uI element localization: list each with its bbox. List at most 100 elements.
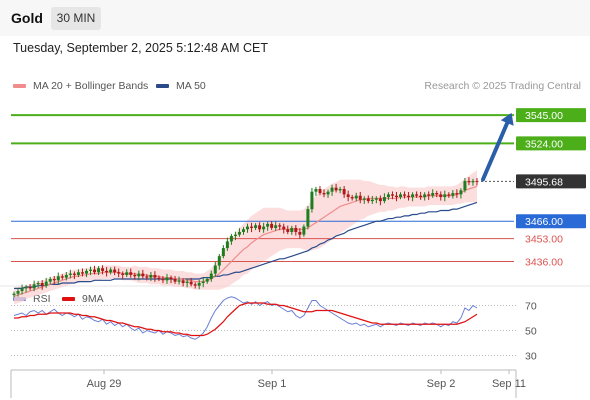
candle-body-22 bbox=[101, 268, 105, 271]
candle-body-76 bbox=[318, 189, 322, 194]
level-label-3466.00: 3466.00 bbox=[525, 216, 563, 228]
candle-body-62 bbox=[262, 226, 266, 230]
candle-body-103 bbox=[427, 194, 431, 196]
legend-ma50-label: MA 50 bbox=[176, 80, 206, 92]
candle-body-31 bbox=[137, 273, 141, 277]
candle-body-87 bbox=[362, 198, 366, 200]
candle-body-4 bbox=[28, 287, 32, 289]
candle-body-51 bbox=[217, 256, 221, 266]
candle-body-24 bbox=[109, 269, 113, 273]
candle-body-17 bbox=[80, 272, 84, 274]
candle-body-108 bbox=[447, 194, 451, 196]
candle-body-16 bbox=[76, 272, 80, 275]
candle-body-114 bbox=[471, 180, 475, 183]
candle-body-6 bbox=[36, 283, 40, 285]
level-label-3495.68: 3495.68 bbox=[525, 176, 563, 188]
level-tag-3545.00 bbox=[516, 108, 586, 123]
candle-body-113 bbox=[467, 180, 471, 183]
candle-body-12 bbox=[60, 276, 64, 278]
candle-body-93 bbox=[386, 194, 390, 198]
x-tick-label-0: Aug 29 bbox=[87, 378, 122, 390]
legend-ma50: MA 50 bbox=[156, 80, 206, 92]
candle-body-55 bbox=[233, 234, 237, 236]
candle-body-29 bbox=[129, 272, 133, 275]
legend-rsi-ma-label: 9MA bbox=[82, 293, 104, 305]
candle-body-79 bbox=[330, 187, 334, 192]
rsi-tick-30: 30 bbox=[525, 351, 537, 363]
candle-body-78 bbox=[326, 191, 330, 195]
candle-body-2 bbox=[20, 288, 24, 292]
candle-body-58 bbox=[246, 226, 250, 230]
candle-body-80 bbox=[334, 187, 338, 191]
legend-rsi-label: RSI bbox=[33, 293, 51, 305]
candle-body-112 bbox=[463, 180, 467, 191]
candle-body-37 bbox=[161, 278, 165, 281]
candle-body-45 bbox=[193, 284, 197, 286]
candle-body-63 bbox=[266, 223, 270, 227]
legend-bollinger-swatch bbox=[13, 84, 26, 89]
candle-body-48 bbox=[205, 278, 209, 282]
ma50-line bbox=[14, 201, 478, 289]
candle-body-34 bbox=[149, 274, 153, 278]
candle-body-30 bbox=[133, 274, 137, 277]
candle-body-67 bbox=[282, 226, 286, 230]
candle-body-20 bbox=[93, 269, 97, 273]
candle-body-89 bbox=[370, 199, 374, 202]
candle-body-72 bbox=[302, 226, 306, 235]
candle-body-46 bbox=[197, 283, 201, 286]
candle-body-1 bbox=[16, 291, 20, 294]
level-label-3545.00: 3545.00 bbox=[525, 110, 563, 122]
candle-body-73 bbox=[306, 209, 310, 227]
candle-body-14 bbox=[68, 273, 72, 275]
legend-ma50-swatch bbox=[156, 84, 169, 89]
candle-body-88 bbox=[366, 198, 370, 202]
candle-body-5 bbox=[32, 284, 36, 289]
candle-body-109 bbox=[451, 193, 455, 196]
candle-body-92 bbox=[382, 197, 386, 202]
candle-body-85 bbox=[354, 195, 358, 199]
x-tick-label-3: Sep 11 bbox=[492, 378, 526, 390]
candle-body-106 bbox=[439, 194, 443, 198]
instrument-title: Gold bbox=[11, 10, 43, 26]
candle-body-49 bbox=[209, 273, 213, 279]
top-bar: Gold 30 MIN bbox=[0, 0, 590, 36]
level-tag-3466.00 bbox=[516, 214, 586, 229]
candle-body-71 bbox=[298, 231, 302, 235]
candle-body-66 bbox=[278, 225, 282, 227]
level-label-3436.00: 3436.00 bbox=[525, 257, 563, 269]
candle-body-81 bbox=[338, 189, 342, 191]
level-label-3453.00: 3453.00 bbox=[525, 234, 563, 246]
candle-body-41 bbox=[177, 280, 181, 282]
candle-body-50 bbox=[213, 265, 217, 274]
candle-body-57 bbox=[241, 229, 245, 232]
candle-body-33 bbox=[145, 276, 149, 278]
candle-body-18 bbox=[84, 270, 88, 274]
candle-body-13 bbox=[64, 274, 68, 278]
candle-body-53 bbox=[225, 241, 229, 249]
candle-body-107 bbox=[443, 194, 447, 198]
candle-body-21 bbox=[97, 268, 101, 273]
candle-body-56 bbox=[237, 231, 241, 235]
candle-body-69 bbox=[290, 227, 294, 232]
level-tag-3524.00 bbox=[516, 136, 586, 151]
candle-body-84 bbox=[350, 197, 354, 199]
candle-body-10 bbox=[52, 278, 56, 281]
candle-body-65 bbox=[274, 225, 278, 228]
candle-body-15 bbox=[72, 273, 76, 275]
candle-body-90 bbox=[374, 198, 378, 200]
candle-body-54 bbox=[229, 236, 233, 242]
candle-body-100 bbox=[415, 194, 419, 196]
candle-body-86 bbox=[358, 195, 362, 200]
candle-body-94 bbox=[390, 194, 394, 196]
candle-body-7 bbox=[40, 283, 44, 286]
candle-body-83 bbox=[346, 194, 350, 198]
bollinger-band-area bbox=[14, 170, 477, 305]
candle-body-99 bbox=[411, 194, 415, 198]
candle-body-28 bbox=[125, 272, 129, 275]
forecast-arrow-head bbox=[500, 112, 514, 126]
candle-body-3 bbox=[24, 287, 28, 289]
rsi-series-line-9MA bbox=[14, 302, 478, 337]
legend-bollinger-label: MA 20 + Bollinger Bands bbox=[33, 80, 149, 92]
timeframe-button[interactable]: 30 MIN bbox=[51, 7, 101, 30]
